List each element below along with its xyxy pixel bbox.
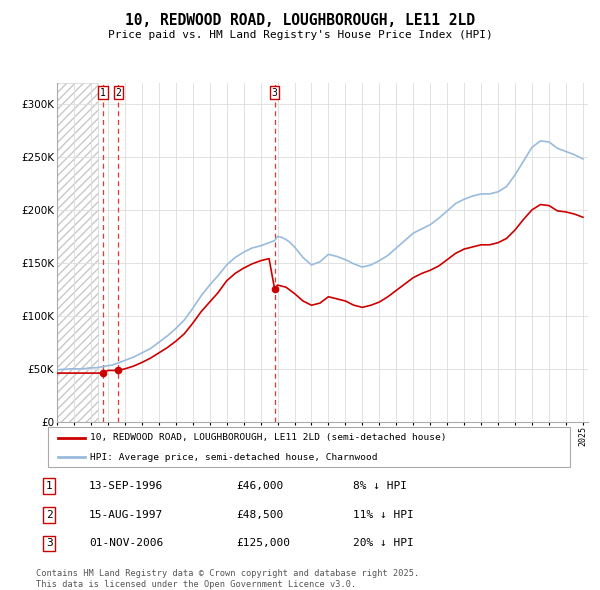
Text: Price paid vs. HM Land Registry's House Price Index (HPI): Price paid vs. HM Land Registry's House … — [107, 30, 493, 40]
Text: 20% ↓ HPI: 20% ↓ HPI — [353, 538, 413, 548]
Text: £48,500: £48,500 — [236, 510, 284, 520]
Text: 1: 1 — [46, 481, 53, 491]
Text: 15-AUG-1997: 15-AUG-1997 — [89, 510, 163, 520]
Text: 10, REDWOOD ROAD, LOUGHBOROUGH, LE11 2LD (semi-detached house): 10, REDWOOD ROAD, LOUGHBOROUGH, LE11 2LD… — [90, 434, 446, 442]
Text: 13-SEP-1996: 13-SEP-1996 — [89, 481, 163, 491]
Text: 2: 2 — [46, 510, 53, 520]
Text: £125,000: £125,000 — [236, 538, 290, 548]
Text: HPI: Average price, semi-detached house, Charnwood: HPI: Average price, semi-detached house,… — [90, 453, 377, 462]
Text: 10, REDWOOD ROAD, LOUGHBOROUGH, LE11 2LD: 10, REDWOOD ROAD, LOUGHBOROUGH, LE11 2LD — [125, 13, 475, 28]
Text: £46,000: £46,000 — [236, 481, 284, 491]
Text: 3: 3 — [46, 538, 53, 548]
Text: 2: 2 — [115, 88, 121, 98]
Text: 11% ↓ HPI: 11% ↓ HPI — [353, 510, 413, 520]
Text: 8% ↓ HPI: 8% ↓ HPI — [353, 481, 407, 491]
Text: 01-NOV-2006: 01-NOV-2006 — [89, 538, 163, 548]
Text: Contains HM Land Registry data © Crown copyright and database right 2025.
This d: Contains HM Land Registry data © Crown c… — [36, 569, 419, 589]
FancyBboxPatch shape — [48, 427, 570, 467]
Text: 1: 1 — [100, 88, 106, 98]
Text: 3: 3 — [272, 88, 278, 98]
